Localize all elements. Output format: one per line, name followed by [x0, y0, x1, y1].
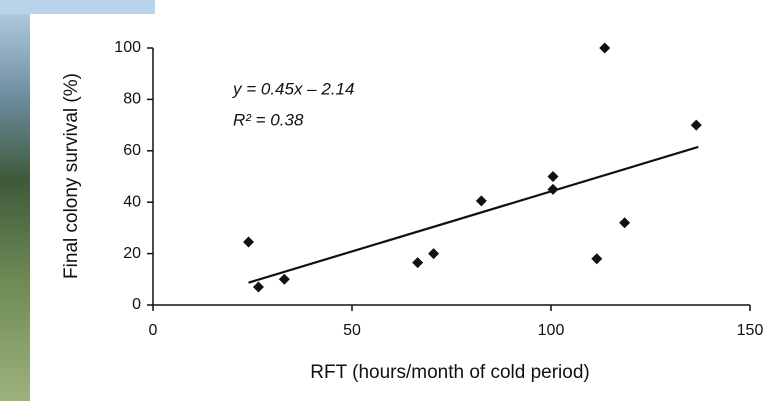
- y-tick-label: 80: [123, 91, 141, 108]
- point: [591, 253, 603, 265]
- x-tick-label: 50: [343, 322, 361, 339]
- point: [619, 217, 631, 229]
- point: [428, 248, 440, 260]
- point: [243, 236, 255, 248]
- point: [475, 195, 487, 207]
- x-tick-label: 0: [149, 322, 158, 339]
- equation: y = 0.45x – 2.14: [232, 79, 354, 98]
- point: [547, 183, 559, 195]
- background-photo: [0, 0, 155, 14]
- point: [412, 257, 424, 269]
- y-axis-label: Final colony survival (%): [61, 73, 82, 279]
- point: [547, 171, 559, 182]
- y-tick-label: 60: [123, 142, 141, 159]
- r-squared: R² = 0.38: [233, 110, 304, 129]
- x-tick-label: 100: [538, 322, 565, 339]
- x-axis-label: RFT (hours/month of cold period): [310, 362, 590, 383]
- point: [690, 119, 702, 131]
- y-tick-label: 20: [123, 245, 141, 262]
- y-tick-label: 40: [123, 193, 141, 210]
- point: [599, 42, 611, 54]
- x-tick-label: 150: [737, 322, 764, 339]
- y-tick-label: 0: [132, 296, 141, 313]
- y-tick-label: 100: [114, 39, 141, 56]
- trendline: [248, 145, 699, 284]
- point: [278, 273, 290, 285]
- point: [252, 281, 264, 293]
- panel: [30, 14, 780, 401]
